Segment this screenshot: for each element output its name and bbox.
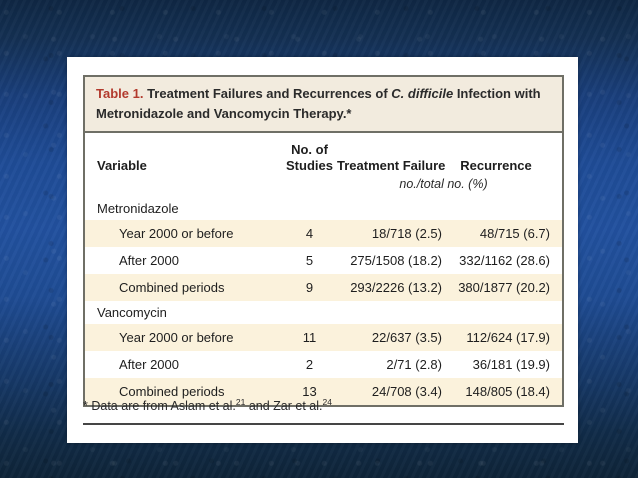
footnote-marker: * <box>83 399 88 413</box>
column-header-no-of: No. of <box>291 142 328 157</box>
cell-no-of-studies: 11 <box>302 329 317 345</box>
cell-recurrence: 332/1162 (28.6) <box>459 252 550 268</box>
cell-recurrence: 48/715 (6.7) <box>479 225 550 241</box>
column-header-studies: Studies <box>286 158 333 174</box>
column-header-no-of-studies: No. of Studies <box>282 142 337 175</box>
table-footnote: * Data are from Aslam et al.21 and Zar e… <box>83 396 564 413</box>
footnote-ref-21: 21 <box>235 396 246 407</box>
cell-no-of-studies: 13 <box>302 383 317 399</box>
table-header-row: Variable No. of Studies Treatment Failure… <box>85 133 562 175</box>
cell-no-of-studies: 2 <box>305 356 314 372</box>
cell-variable: Combined periods <box>119 383 225 399</box>
cell-treatment-failure: 2/71 (2.8) <box>386 356 442 372</box>
footnote-ref-24: 24 <box>322 396 332 407</box>
table-row: After 2000 2 2/71 (2.8) 36/181 (19.9) <box>85 351 562 378</box>
table-row: Combined periods 9 293/2226 (13.2) 380/1… <box>85 273 562 301</box>
table-units-row: no./total no. (%) <box>85 175 562 197</box>
cell-no-of-studies: 4 <box>305 225 314 241</box>
table-title-label: Table 1. <box>96 86 144 101</box>
cell-treatment-failure: 18/718 (2.5) <box>371 225 442 241</box>
table-title: Table 1. Treatment Failures and Recurren… <box>85 77 562 133</box>
cell-variable: Year 2000 or before <box>119 329 234 345</box>
cell-no-of-studies: 9 <box>305 279 314 295</box>
table-title-text-after: Infection with Metronidazole and Vancomy… <box>96 86 541 121</box>
group-label: Metronidazole <box>97 200 179 216</box>
footnote-divider <box>83 423 564 425</box>
table-row: Combined periods 13 24/708 (3.4) 148/805… <box>85 377 562 405</box>
cell-recurrence: 112/624 (17.9) <box>466 329 550 345</box>
table-row: Year 2000 or before 11 22/637 (3.5) 112/… <box>85 323 562 351</box>
cell-treatment-failure: 24/708 (3.4) <box>371 383 442 399</box>
cell-treatment-failure: 293/2226 (13.2) <box>350 279 442 295</box>
group-label: Vancomycin <box>97 304 167 320</box>
table-row: After 2000 5 275/1508 (18.2) 332/1162 (2… <box>85 247 562 274</box>
cell-treatment-failure: 22/637 (3.5) <box>371 329 442 345</box>
cell-no-of-studies: 5 <box>305 252 314 268</box>
cell-variable: Year 2000 or before <box>119 225 234 241</box>
footnote-text-1: Data are from Aslam et al. <box>91 399 236 413</box>
column-header-recurrence: Recurrence <box>460 158 532 174</box>
group-row-vancomycin: Vancomycin <box>85 301 562 324</box>
cell-variable: After 2000 <box>119 356 179 372</box>
cell-recurrence: 36/181 (19.9) <box>472 356 550 372</box>
cell-recurrence: 380/1877 (20.2) <box>458 279 550 295</box>
table-figure-panel: Table 1. Treatment Failures and Recurren… <box>67 57 578 443</box>
footnote-text-2: and Zar et al. <box>248 399 323 413</box>
cell-recurrence: 148/805 (18.4) <box>465 383 550 399</box>
table-title-organism: C. difficile <box>391 86 454 101</box>
cell-variable: Combined periods <box>119 279 225 295</box>
units-label: no./total no. (%) <box>399 176 488 191</box>
cell-treatment-failure: 275/1508 (18.2) <box>350 252 442 268</box>
journal-table: Table 1. Treatment Failures and Recurren… <box>83 75 564 407</box>
cell-variable: After 2000 <box>119 252 179 268</box>
group-row-metronidazole: Metronidazole <box>85 197 562 220</box>
table-title-text-before: Treatment Failures and Recurrences of <box>147 86 388 101</box>
table-row: Year 2000 or before 4 18/718 (2.5) 48/71… <box>85 219 562 247</box>
column-header-variable: Variable <box>97 158 147 174</box>
column-header-treatment-failure: Treatment Failure <box>337 158 446 174</box>
